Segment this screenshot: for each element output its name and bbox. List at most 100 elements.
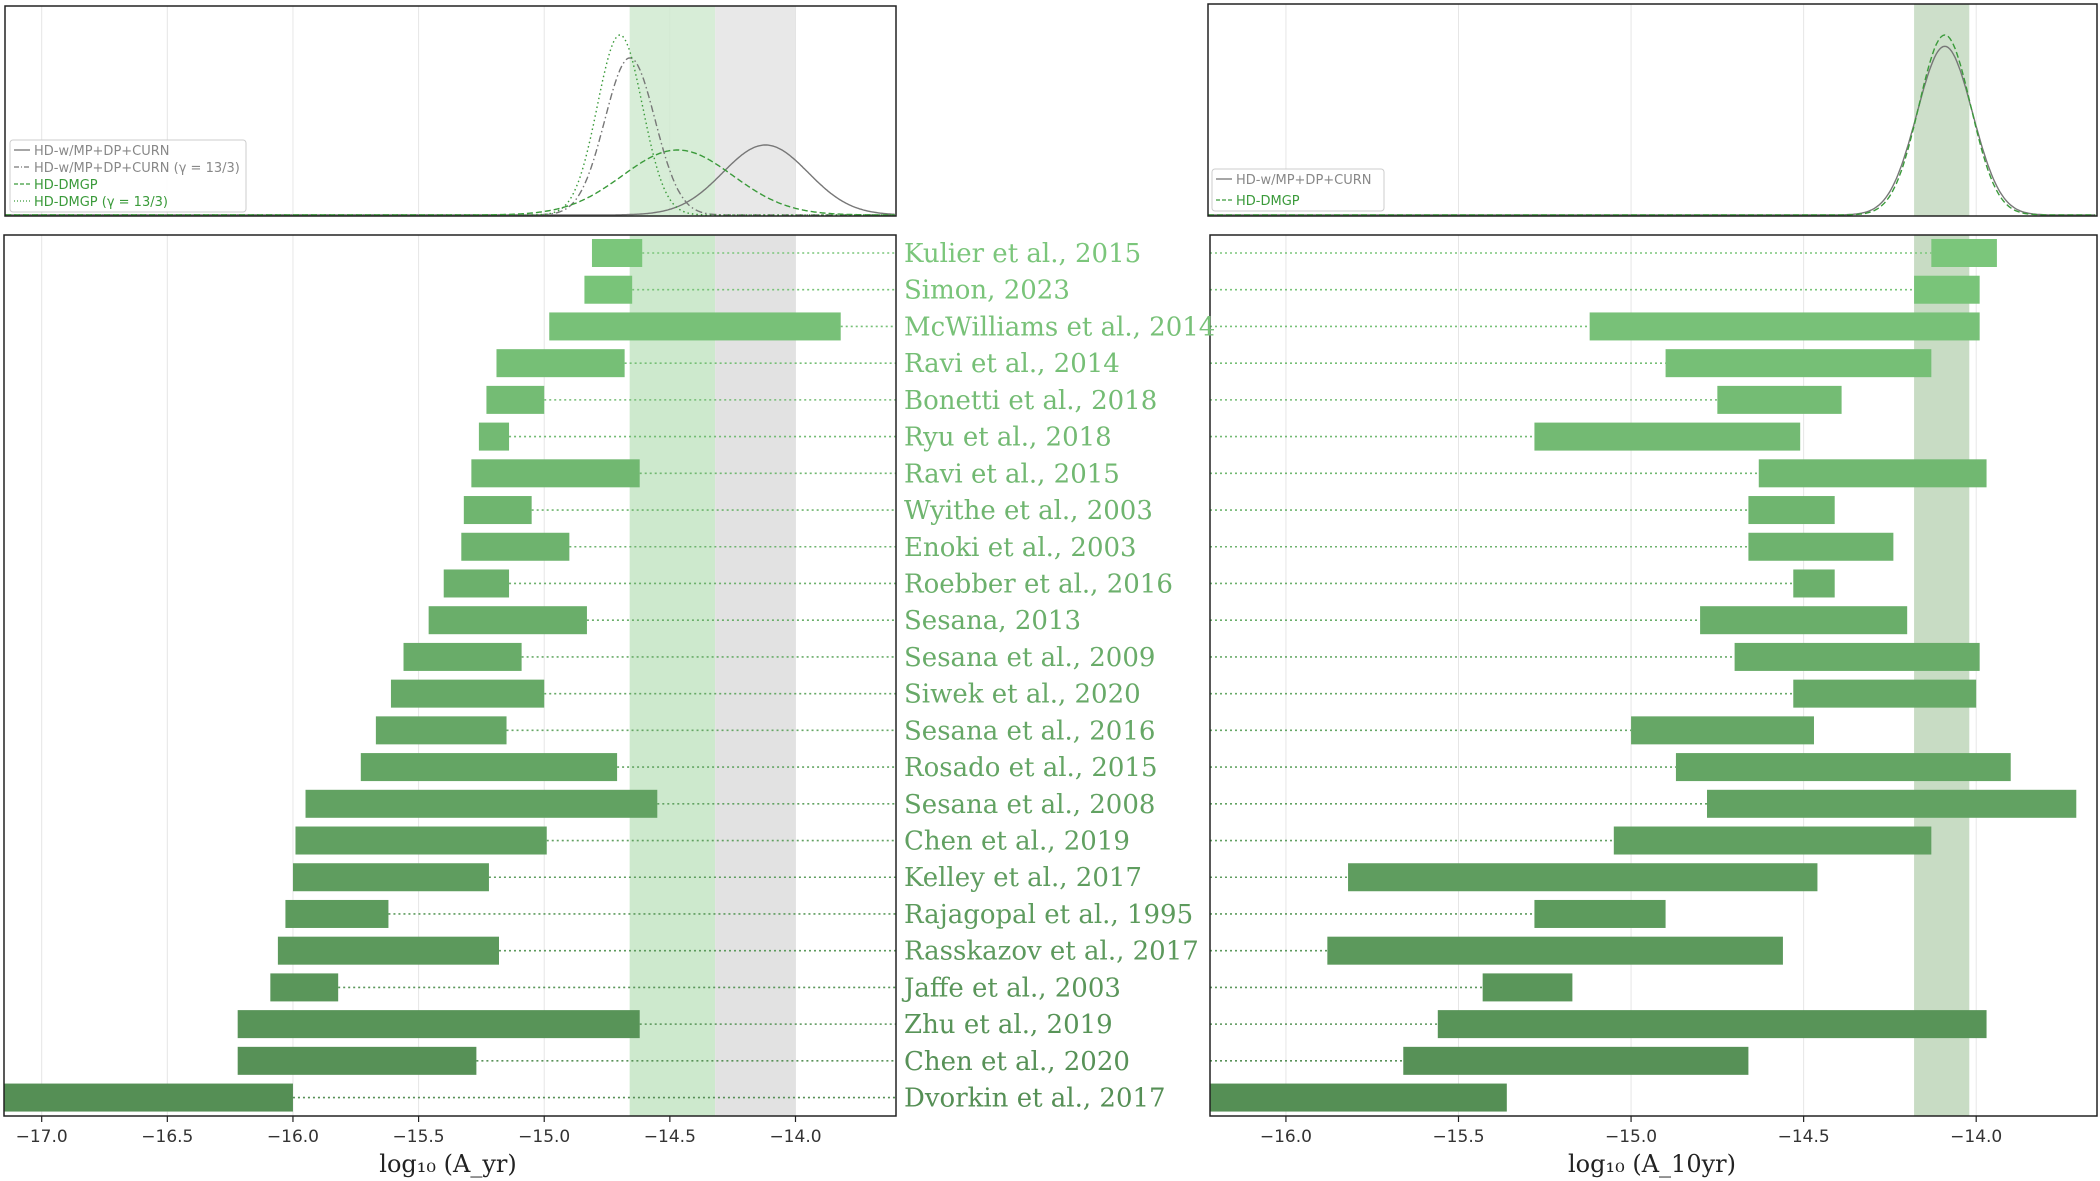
range-bar [1717, 385, 1842, 414]
top-left-density-curves [5, 34, 895, 216]
range-bar [591, 239, 643, 267]
range-bar [1482, 973, 1573, 1002]
range-bar [1793, 569, 1835, 598]
bottom-right-grid [1285, 235, 1977, 1116]
range-bar [549, 312, 841, 341]
credible-band [1914, 4, 1970, 216]
tick-label: −15.5 [393, 1127, 445, 1147]
category-label: Sesana et al., 2008 [904, 790, 1155, 820]
category-label: Chen et al., 2020 [904, 1047, 1130, 1077]
range-bar [277, 936, 499, 965]
range-bar [1437, 1010, 1987, 1039]
category-label: Ryu et al., 2018 [904, 423, 1112, 453]
range-bar [360, 753, 618, 782]
range-bar [1700, 606, 1908, 635]
category-label: Ravi et al., 2014 [904, 349, 1120, 379]
legend-entry: HD-DMGP (γ = 13/3) [34, 195, 168, 210]
tick-label: −16.5 [141, 1127, 193, 1147]
tick-label: −14.0 [1950, 1127, 2002, 1147]
range-bar [1534, 899, 1666, 928]
bottom-right-range-bars [1210, 239, 2077, 1112]
credible-band [1914, 235, 1970, 1116]
category-label: Ravi et al., 2015 [904, 459, 1120, 489]
tick-label: −17.0 [16, 1127, 68, 1147]
bottom-right-credible-bands [1914, 235, 1970, 1116]
range-bar [461, 532, 570, 561]
top-right-density-curves [1208, 34, 2096, 216]
range-bar [1675, 753, 2011, 782]
credible-band [629, 235, 716, 1116]
tick-label: −14.5 [1778, 1127, 1830, 1147]
bottom-right-x-ticks: −16.0 −15.5 −15.0 −14.5 −14.0 [1260, 1116, 2002, 1147]
range-bar [285, 899, 389, 928]
top-left-grid [41, 6, 796, 216]
category-label: Dvorkin et al., 2017 [904, 1084, 1166, 1114]
legend-entry: HD-w/MP+DP+CURN [1236, 173, 1372, 188]
range-bar [1734, 642, 1980, 671]
tick-label: −14.0 [769, 1127, 821, 1147]
range-bar [237, 1046, 477, 1075]
range-bar [292, 863, 489, 892]
range-bar [1210, 1083, 1507, 1112]
category-label: Sesana et al., 2009 [904, 643, 1155, 673]
range-bar [4, 1083, 293, 1112]
range-bar [1706, 789, 2077, 818]
category-label: Siwek et al., 2020 [904, 680, 1141, 710]
range-bar [478, 422, 510, 451]
category-label: McWilliams et al., 2014 [904, 312, 1215, 342]
range-bar [496, 349, 625, 378]
top-left-frame [4, 5, 897, 217]
category-label: Roebber et al., 2016 [904, 569, 1173, 599]
legend-entry: HD-DMGP [34, 178, 98, 193]
tick-label: −15.0 [1605, 1127, 1657, 1147]
tick-label: −14.5 [644, 1127, 696, 1147]
legend-entry: HD-DMGP [1236, 194, 1300, 209]
top-right-grid [1285, 4, 1977, 216]
credible-band [629, 6, 716, 216]
category-label: Wyithe et al., 2003 [904, 496, 1153, 526]
credible-band [715, 235, 796, 1116]
range-bar [403, 642, 522, 671]
category-label: Kulier et al., 2015 [904, 239, 1141, 269]
category-label: Chen et al., 2019 [904, 827, 1130, 857]
range-bar [443, 569, 510, 598]
range-bar [584, 275, 633, 304]
category-label: Sesana et al., 2016 [904, 716, 1155, 746]
range-bar [1748, 532, 1894, 561]
x-axis-label-right: log₁₀ (A_10yr) [1568, 1150, 1736, 1178]
legend-entry: HD-w/MP+DP+CURN (γ = 13/3) [34, 161, 240, 176]
range-bar [295, 826, 547, 855]
range-bar [305, 789, 658, 818]
range-bar [1327, 936, 1783, 965]
category-label: Zhu et al., 2019 [904, 1010, 1113, 1040]
top-right-legend: HD-w/MP+DP+CURN HD-DMGP [1211, 168, 1385, 212]
range-bar [270, 973, 339, 1002]
category-label: Jaffe et al., 2003 [901, 973, 1121, 1003]
category-label: Rosado et al., 2015 [904, 753, 1158, 783]
bottom-left-x-ticks: −17.0 −16.5 −16.0 −15.5 −15.0 −14.5 −14.0 [16, 1116, 822, 1147]
range-bar [471, 459, 640, 488]
category-label: Rasskazov et al., 2017 [904, 937, 1199, 967]
category-label: Bonetti et al., 2018 [904, 386, 1157, 416]
category-label: Enoki et al., 2003 [904, 533, 1137, 563]
bottom-right-frame [1209, 234, 2098, 1117]
range-bar [463, 496, 532, 525]
legend-entry: HD-w/MP+DP+CURN [34, 144, 170, 159]
density-curve [1208, 34, 2096, 216]
range-bar [1534, 422, 1801, 451]
tick-label: −16.0 [267, 1127, 319, 1147]
category-label: Sesana, 2013 [904, 606, 1081, 636]
range-bar [428, 606, 587, 635]
range-bar [1403, 1046, 1749, 1075]
range-bar [1758, 459, 1987, 488]
reference-labels: Kulier et al., 2015 Simon, 2023 McWilliams… [901, 239, 1215, 1114]
range-bar [1589, 312, 1980, 341]
category-label: Kelley et al., 2017 [904, 863, 1142, 893]
tick-label: −16.0 [1260, 1127, 1312, 1147]
range-bar [237, 1010, 640, 1039]
category-label: Simon, 2023 [904, 276, 1070, 306]
range-bar [375, 716, 507, 745]
range-bar [1748, 496, 1835, 525]
range-bar [1931, 239, 1997, 267]
